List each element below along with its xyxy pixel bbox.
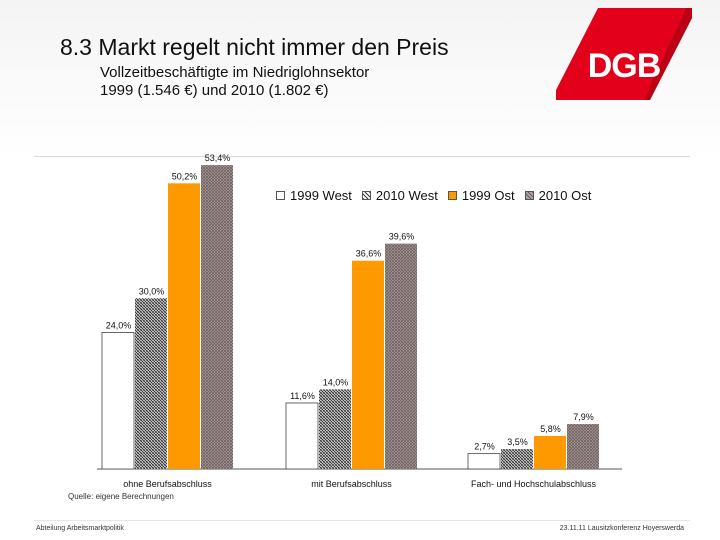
bar-2010-west-fach-und-hochschulabschluss bbox=[501, 449, 533, 469]
bar-2010-west-mit-berufsabschluss bbox=[319, 389, 351, 469]
bar-1999-west-mit-berufsabschluss bbox=[285, 402, 319, 470]
value-label-2010-west-ohne-berufsabschluss: 30,0% bbox=[139, 286, 165, 296]
value-label-2010-west-fach-und-hochschulabschluss: 3,5% bbox=[507, 437, 528, 447]
chart-legend: 1999 West 2010 West 1999 Ost 2010 Ost bbox=[276, 188, 601, 203]
value-label-2010-ost-fach-und-hochschulabschluss: 7,9% bbox=[573, 412, 594, 422]
category-label-mit-berufsabschluss: mit Berufsabschluss bbox=[311, 479, 392, 489]
legend-label-1999-west: 1999 West bbox=[290, 188, 352, 203]
bar-2010-west-ohne-berufsabschluss bbox=[135, 298, 167, 469]
category-label-fach-und-hochschulabschluss: Fach- und Hochschulabschluss bbox=[471, 479, 597, 489]
legend-swatch-2010-west bbox=[361, 191, 371, 200]
bar-1999-west-ohne-berufsabschluss bbox=[101, 332, 135, 470]
header-divider bbox=[34, 156, 690, 157]
bar-1999-ost-ohne-berufsabschluss bbox=[168, 183, 200, 470]
subtitle-line-1: Vollzeitbeschäftigte im Niedriglohnsekto… bbox=[100, 64, 370, 81]
value-label-2010-ost-mit-berufsabschluss: 39,6% bbox=[389, 232, 415, 242]
legend-item-1999-ost: 1999 Ost bbox=[447, 188, 515, 203]
legend-item-2010-west: 2010 West bbox=[361, 188, 438, 203]
value-label-1999-ost-ohne-berufsabschluss: 50,2% bbox=[172, 171, 198, 181]
category-label-ohne-berufsabschluss: ohne Berufsabschluss bbox=[123, 479, 212, 489]
legend-swatch-1999-ost bbox=[447, 191, 457, 200]
logo-text: DGB bbox=[588, 47, 661, 85]
bar-2010-ost-ohne-berufsabschluss bbox=[201, 165, 233, 469]
legend-swatch-2010-ost bbox=[524, 191, 534, 200]
value-label-2010-ost-ohne-berufsabschluss: 53,4% bbox=[205, 153, 231, 163]
chart-category-labels: ohne Berufsabschluss mit Berufsabschluss F… bbox=[123, 479, 596, 489]
chart-value-labels: 24,0% 30,0% 50,2% 53,4% 11,6% 14,0% 36,6% 39,6%… bbox=[106, 153, 594, 452]
legend-label-2010-ost: 2010 Ost bbox=[538, 188, 592, 203]
dgb-logo: DGB bbox=[556, 8, 692, 100]
footer-department: Abteilung Arbeitsmarktpolitik bbox=[36, 525, 124, 532]
value-label-1999-west-mit-berufsabschluss: 11,6% bbox=[290, 391, 315, 401]
bar-1999-ost-fach-und-hochschulabschluss bbox=[534, 435, 566, 469]
value-label-1999-ost-mit-berufsabschluss: 36,6% bbox=[356, 249, 382, 259]
slide-title: 8.3 Markt regelt nicht immer den Preis bbox=[60, 34, 449, 60]
logo-shadow bbox=[644, 8, 692, 100]
legend-swatch-1999-west bbox=[276, 191, 285, 200]
legend-item-2010-ost: 2010 Ost bbox=[524, 188, 592, 203]
source-note: Quelle: eigene Berechnungen bbox=[68, 492, 174, 501]
value-label-2010-west-mit-berufsabschluss: 14,0% bbox=[323, 377, 349, 387]
bar-1999-ost-mit-berufsabschluss bbox=[352, 260, 384, 469]
subtitle-line-2: 1999 (1.546 €) und 2010 (1.802 €) bbox=[100, 82, 329, 99]
footer-event: 23.11.11 Lausitzkonferenz Hoyerswerda bbox=[559, 525, 684, 532]
bar-2010-ost-mit-berufsabschluss bbox=[385, 243, 417, 469]
slide-subtitle: Vollzeitbeschäftigte im Niedriglohnsekto… bbox=[100, 64, 369, 100]
bar-2010-ost-fach-und-hochschulabschluss bbox=[567, 424, 599, 469]
legend-item-1999-west: 1999 West bbox=[276, 188, 352, 203]
chart-bars bbox=[101, 165, 599, 470]
legend-label-2010-west: 2010 West bbox=[375, 188, 438, 203]
footer-divider bbox=[34, 520, 690, 521]
legend-label-1999-ost: 1999 Ost bbox=[461, 188, 515, 203]
value-label-1999-west-fach-und-hochschulabschluss: 2,7% bbox=[474, 442, 495, 452]
bar-1999-west-fach-und-hochschulabschluss bbox=[467, 453, 501, 470]
value-label-1999-west-ohne-berufsabschluss: 24,0% bbox=[106, 320, 132, 330]
value-label-1999-ost-fach-und-hochschulabschluss: 5,8% bbox=[540, 424, 561, 434]
